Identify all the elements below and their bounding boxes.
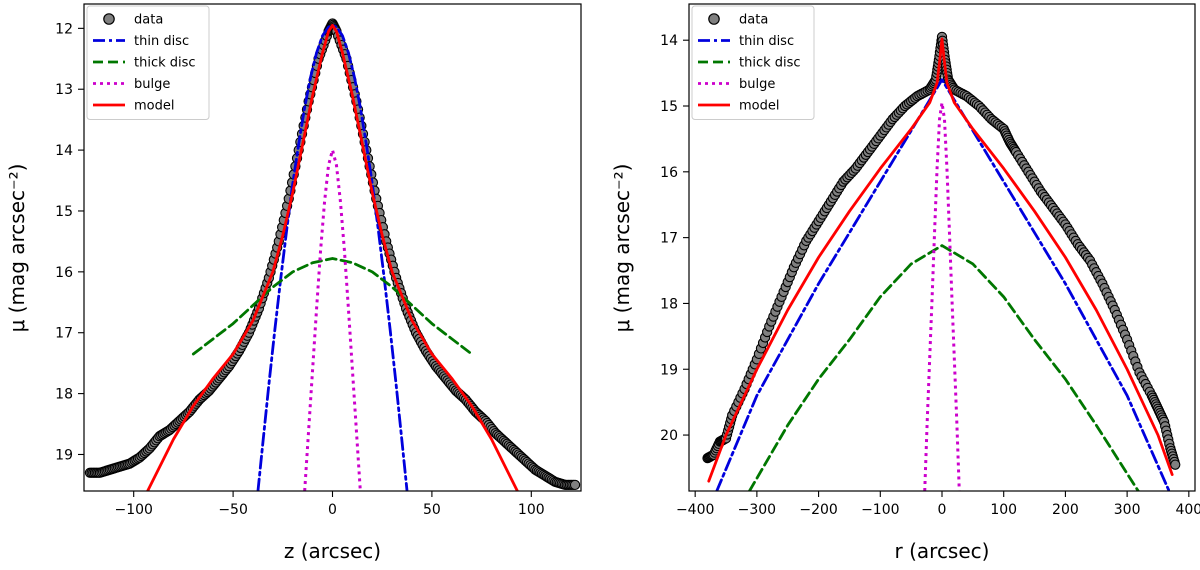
left-chart-panel: −100 −50 0 50 100 12 13 14 15 16 17 18 19 z (arcsec) μ… xyxy=(5,3,582,563)
series-line-model xyxy=(707,37,1174,483)
y-tick-label: 14 xyxy=(660,33,678,49)
x-tick-label: −50 xyxy=(218,502,248,518)
legend-label: model xyxy=(739,99,779,114)
y-tick-label: 18 xyxy=(55,387,73,403)
y-tick-label: 15 xyxy=(660,99,678,115)
x-tick-label: 0 xyxy=(938,502,947,518)
legend-item: bulge xyxy=(93,77,170,92)
x-tick-label: −300 xyxy=(738,502,776,518)
series-line-bulge xyxy=(923,101,961,491)
x-tick-label: −100 xyxy=(861,502,899,518)
legend: data thin disc thick disc bulge model xyxy=(86,5,210,120)
legend-item: thick disc xyxy=(93,56,196,71)
x-tick-label: 300 xyxy=(1114,502,1141,518)
data-point xyxy=(569,479,581,491)
series-line-thick-disc xyxy=(191,257,474,356)
legend-item: data xyxy=(103,13,163,28)
series-line-bulge xyxy=(303,148,362,491)
legend-label: bulge xyxy=(739,77,775,92)
legend-item: model xyxy=(698,99,779,114)
plot-area xyxy=(702,31,1181,491)
legend-item: data xyxy=(708,13,768,28)
legend-item: thick disc xyxy=(698,56,801,71)
legend-marker xyxy=(103,13,115,25)
y-tick-label: 18 xyxy=(660,296,678,312)
y-tick-label: 14 xyxy=(55,143,73,159)
y-tick-label: 13 xyxy=(55,82,73,98)
legend-item: thin disc xyxy=(698,34,794,49)
data-point xyxy=(1170,459,1181,470)
legend-label: thick disc xyxy=(134,56,196,71)
y-tick-label: 19 xyxy=(660,362,678,378)
x-tick-label: −100 xyxy=(114,502,152,518)
x-axis-label: z (arcsec) xyxy=(284,539,381,563)
legend-label: data xyxy=(739,13,768,28)
x-axis-label: r (arcsec) xyxy=(895,539,990,563)
y-tick-label: 12 xyxy=(55,21,73,37)
y-tick-label: 17 xyxy=(55,326,73,342)
x-tick-label: −400 xyxy=(676,502,714,518)
legend-label: thin disc xyxy=(739,34,794,49)
legend-item: model xyxy=(93,99,174,114)
y-tick-label: 17 xyxy=(660,231,678,247)
x-tick-label: 50 xyxy=(423,502,441,518)
legend-box xyxy=(691,5,815,120)
legend-marker xyxy=(708,13,720,25)
plot-area xyxy=(84,18,581,491)
y-axis-label: μ (mag arcsec⁻²) xyxy=(610,164,634,333)
y-tick-label: 20 xyxy=(660,428,678,444)
legend-item: thin disc xyxy=(93,34,189,49)
y-tick-label: 16 xyxy=(55,265,73,281)
series-line-model xyxy=(146,23,519,491)
x-tick-label: 400 xyxy=(1175,502,1200,518)
legend-label: thick disc xyxy=(739,56,801,71)
right-chart-panel: −400 −300 −200 −100 0 100 200 300 400 14 15 16 17 18 1… xyxy=(610,3,1200,563)
series-line-thick-disc xyxy=(748,244,1140,491)
legend-box xyxy=(86,5,210,120)
legend-item: bulge xyxy=(698,77,775,92)
x-tick-label: 100 xyxy=(518,502,545,518)
x-tick-label: −200 xyxy=(799,502,837,518)
legend-label: thin disc xyxy=(134,34,189,49)
legend: data thin disc thick disc bulge model xyxy=(691,5,815,120)
y-tick-label: 19 xyxy=(55,447,73,463)
x-tick-label: 100 xyxy=(990,502,1017,518)
y-axis-label: μ (mag arcsec⁻²) xyxy=(5,164,29,333)
legend-label: bulge xyxy=(134,77,170,92)
legend-label: data xyxy=(134,13,163,28)
legend-label: model xyxy=(134,99,174,114)
x-tick-label: 0 xyxy=(328,502,337,518)
x-tick-label: 200 xyxy=(1052,502,1079,518)
series-line-thin-disc xyxy=(715,78,1171,491)
y-tick-label: 15 xyxy=(55,204,73,220)
y-tick-label: 16 xyxy=(660,165,678,181)
